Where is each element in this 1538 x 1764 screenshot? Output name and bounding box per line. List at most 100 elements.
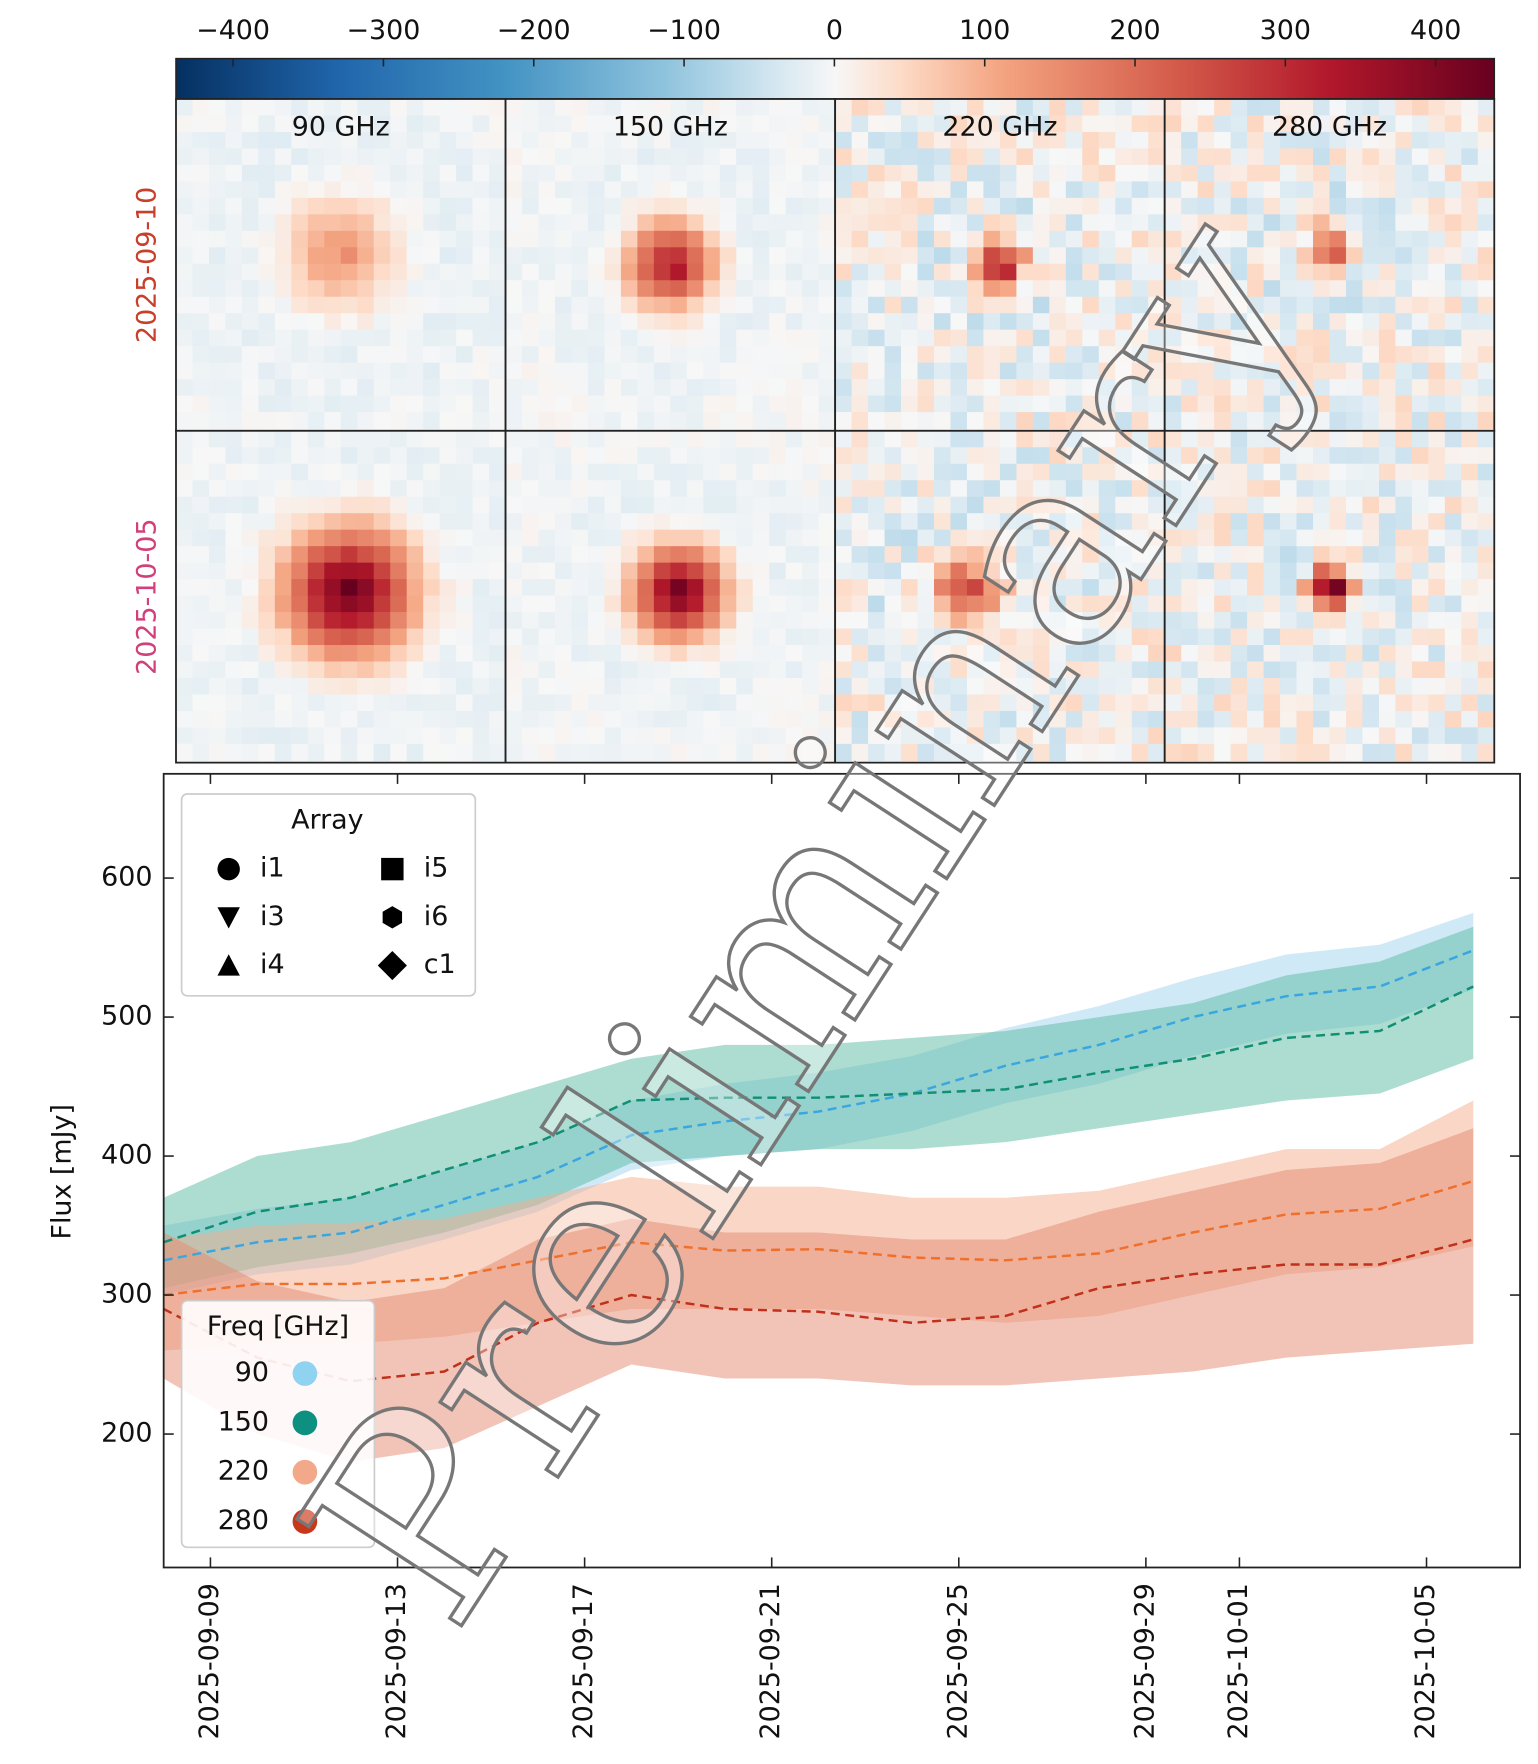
map-pixel xyxy=(720,530,737,547)
map-pixel xyxy=(324,247,341,264)
map-pixel xyxy=(1412,464,1429,481)
map-pixel xyxy=(539,447,556,464)
map-pixel xyxy=(1445,280,1462,297)
map-panel xyxy=(176,431,506,761)
map-pixel xyxy=(687,431,704,448)
map-pixel xyxy=(275,497,292,514)
map-pixel xyxy=(1049,181,1066,198)
map-pixel xyxy=(456,596,473,613)
map-pixel xyxy=(1445,165,1462,182)
map-pixel xyxy=(604,412,621,429)
map-pixel xyxy=(835,513,852,530)
map-pixel xyxy=(374,363,391,380)
map-pixel xyxy=(440,148,457,165)
map-pixel xyxy=(786,132,803,149)
map-pixel xyxy=(506,247,523,264)
map-pixel xyxy=(1428,214,1445,231)
map-pixel xyxy=(1379,678,1396,695)
map-pixel xyxy=(885,132,902,149)
map-pixel xyxy=(341,678,358,695)
map-pixel xyxy=(522,579,539,596)
map-pixel xyxy=(192,645,209,662)
map-pixel xyxy=(1049,165,1066,182)
map-pixel xyxy=(1264,579,1281,596)
map-pixel xyxy=(802,513,819,530)
map-pixel xyxy=(522,313,539,330)
map-pixel xyxy=(934,264,951,281)
map-pixel xyxy=(522,148,539,165)
map-pixel xyxy=(456,612,473,629)
map-pixel xyxy=(291,363,308,380)
x-tick-label: 2025-09-25 xyxy=(942,1583,973,1739)
map-pixel xyxy=(1033,198,1050,215)
map-pixel xyxy=(1214,711,1231,728)
map-pixel xyxy=(670,629,687,646)
map-pixel xyxy=(588,313,605,330)
map-pixel xyxy=(1428,280,1445,297)
map-pixel xyxy=(918,214,935,231)
map-pixel xyxy=(440,563,457,580)
map-pixel xyxy=(1000,181,1017,198)
map-pixel xyxy=(258,115,275,132)
map-pixel xyxy=(852,214,869,231)
map-pixel xyxy=(291,148,308,165)
map-pixel xyxy=(687,678,704,695)
map-pixel xyxy=(390,214,407,231)
map-pixel xyxy=(1198,165,1215,182)
map-pixel xyxy=(687,612,704,629)
map-pixel xyxy=(1066,181,1083,198)
map-pixel xyxy=(308,513,325,530)
map-pixel xyxy=(308,678,325,695)
map-pixel xyxy=(341,330,358,347)
map-pixel xyxy=(918,115,935,132)
map-pixel xyxy=(621,396,638,413)
map-pixel xyxy=(192,563,209,580)
map-pixel xyxy=(1412,579,1429,596)
map-pixel xyxy=(753,464,770,481)
map-panel xyxy=(176,99,506,429)
map-pixel xyxy=(637,744,654,761)
map-pixel xyxy=(1461,379,1478,396)
map-pixel xyxy=(555,231,572,248)
map-pixel xyxy=(1445,247,1462,264)
map-pixel xyxy=(1313,596,1330,613)
map-pixel xyxy=(670,280,687,297)
map-pixel xyxy=(357,530,374,547)
map-peak xyxy=(670,579,687,596)
map-pixel xyxy=(1445,264,1462,281)
map-pixel xyxy=(1395,330,1412,347)
map-pixel xyxy=(670,530,687,547)
map-pixel xyxy=(308,579,325,596)
map-pixel xyxy=(176,447,193,464)
map-pixel xyxy=(1247,629,1264,646)
map-pixel xyxy=(357,662,374,679)
map-pixel xyxy=(506,363,523,380)
map-pixel xyxy=(539,99,556,116)
map-pixel xyxy=(1362,497,1379,514)
map-pixel xyxy=(374,379,391,396)
map-pixel xyxy=(703,396,720,413)
map-pixel xyxy=(176,330,193,347)
map-pixel xyxy=(1198,181,1215,198)
colorbar-tick-label: 0 xyxy=(826,15,843,46)
map-pixel xyxy=(176,711,193,728)
map-pixel xyxy=(786,214,803,231)
map-pixel xyxy=(1346,447,1363,464)
map-pixel xyxy=(440,662,457,679)
map-pixel xyxy=(242,431,259,448)
map-pixel xyxy=(1132,727,1149,744)
map-pixel xyxy=(1362,563,1379,580)
map-pixel xyxy=(489,115,506,132)
map-pixel xyxy=(1478,280,1495,297)
map-pixel xyxy=(703,346,720,363)
map-pixel xyxy=(868,412,885,429)
map-pixel xyxy=(522,563,539,580)
map-pixel xyxy=(835,431,852,448)
map-pixel xyxy=(225,629,242,646)
map-pixel xyxy=(1329,464,1346,481)
map-pixel xyxy=(1099,115,1116,132)
map-pixel xyxy=(291,247,308,264)
map-pixel xyxy=(852,313,869,330)
map-pixel xyxy=(769,447,786,464)
map-pixel xyxy=(852,247,869,264)
